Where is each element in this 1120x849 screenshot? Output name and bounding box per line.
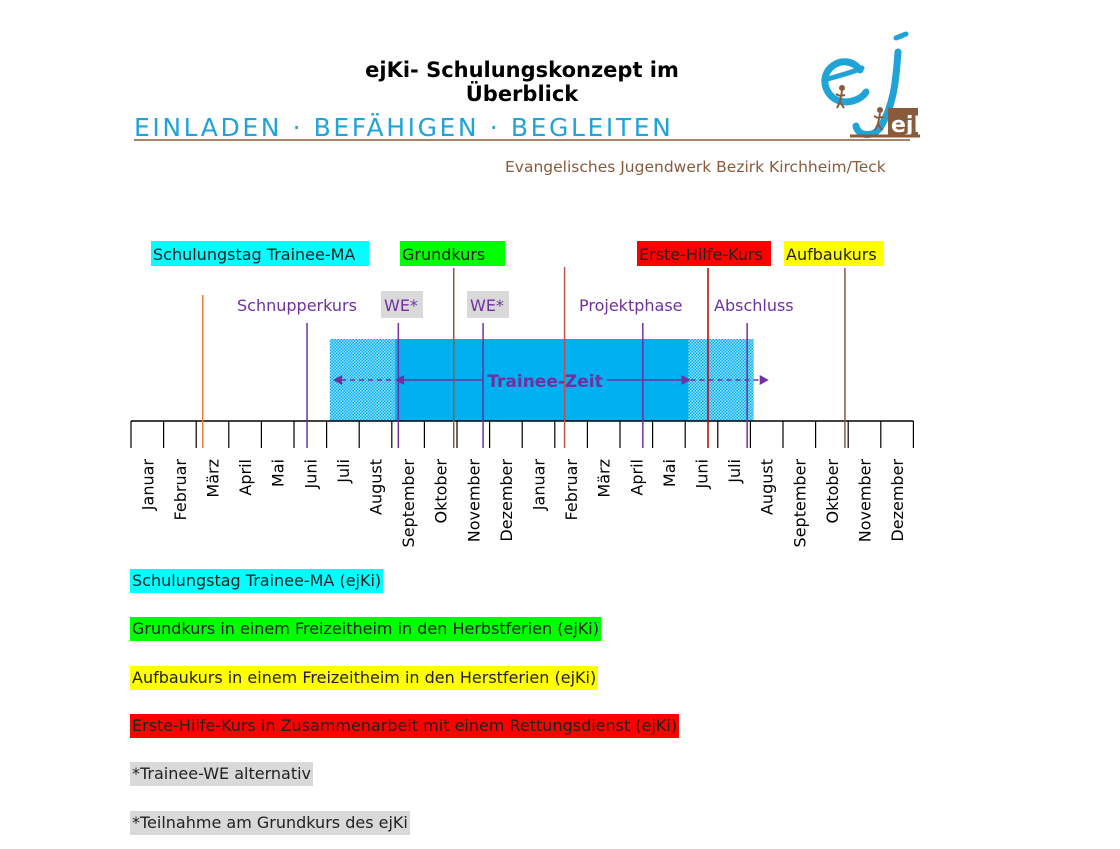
main-label: Schulungstag Trainee-MA	[153, 245, 355, 264]
event-label: Abschluss	[714, 296, 794, 315]
arrow-left-head-1	[333, 375, 343, 385]
arrow-right-head-1	[681, 375, 691, 385]
month-label: Juni	[301, 459, 320, 489]
timeline-diagram: Trainee-Zeit Januar Februar März April Mai Ju…	[130, 241, 915, 548]
legend-item: Erste-Hilfe-Kurs in Zusammenarbeit mit e…	[130, 713, 680, 738]
month-label: Dezember	[497, 459, 516, 542]
month-label: Februar	[171, 459, 190, 521]
month-label: Juni	[693, 459, 712, 489]
month-label: Januar	[138, 459, 157, 512]
page-title: ejKi- Schulungskonzept im Überblick	[365, 58, 679, 106]
month-label: Juli	[334, 459, 353, 484]
logo-text: ejKi	[891, 113, 925, 138]
month-label: Juli	[725, 459, 744, 484]
slogan: EINLADEN · BEFÄHIGEN · BEGLEITEN	[134, 113, 674, 142]
main-label-bg	[151, 241, 369, 266]
month-label: September	[399, 459, 418, 548]
month-label: September	[790, 459, 809, 548]
event-label: WE*	[470, 296, 504, 315]
month-label: März	[204, 459, 223, 498]
month-label: April	[236, 459, 255, 496]
event-label: Projektphase	[579, 296, 683, 315]
main-label: Grundkurs	[402, 245, 485, 264]
month-label: November	[464, 459, 483, 543]
event-label: WE*	[384, 296, 418, 315]
arrow-left-head-2	[395, 375, 405, 385]
month-label: August	[367, 459, 386, 515]
month-label: November	[856, 459, 875, 543]
month-label: Februar	[562, 459, 581, 521]
month-label: Januar	[530, 459, 549, 512]
month-label: August	[758, 459, 777, 515]
month-label: Oktober	[823, 459, 842, 524]
trainee-label: Trainee-Zeit	[487, 372, 602, 392]
ejki-logo-icon: ejKi	[821, 31, 925, 138]
event-label-bg	[381, 291, 423, 318]
main-label-bg	[784, 241, 884, 266]
legend-item: Grundkurs in einem Freizeitheim in den H…	[130, 617, 601, 642]
main-label-bg	[637, 241, 771, 266]
arrow-right-head-2	[759, 375, 769, 385]
month-label: Mai	[269, 459, 288, 487]
month-label: Mai	[660, 459, 679, 487]
month-label: Oktober	[432, 459, 451, 524]
main-label-bg	[400, 241, 505, 266]
legend-item: Aufbaukurs in einem Freizeitheim in den …	[130, 665, 599, 690]
legend-item: *Teilnahme am Grundkurs des ejKi	[130, 810, 410, 835]
month-label: Dezember	[888, 459, 907, 542]
legend-item: *Trainee-WE alternativ	[130, 762, 314, 787]
main-label: Erste-Hilfe-Kurs	[639, 245, 763, 264]
header-underline	[134, 139, 910, 141]
event-label: Schnupperkurs	[237, 296, 357, 315]
event-label-bg	[467, 291, 509, 318]
legend-item: Schulungstag Trainee-MA (ejKi)	[130, 569, 384, 593]
main-label: Aufbaukurs	[786, 245, 877, 264]
month-label: April	[627, 459, 646, 496]
organization-name: Evangelisches Jugendwerk Bezirk Kirchhei…	[505, 158, 886, 176]
month-label: März	[595, 459, 614, 498]
